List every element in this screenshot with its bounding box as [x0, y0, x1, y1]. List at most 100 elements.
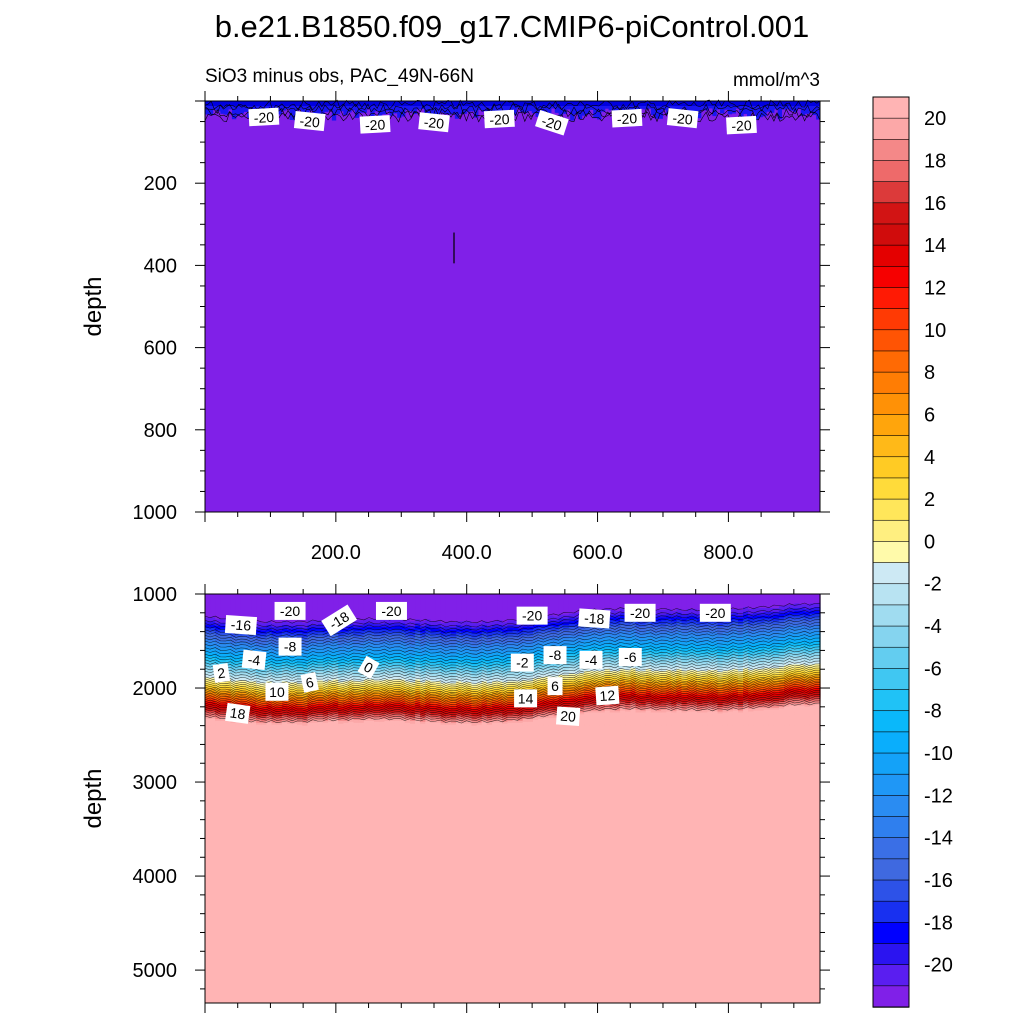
colorbar-tick-label: -10 [924, 743, 953, 765]
y-tick-label: 4000 [133, 866, 178, 888]
x-tick-label: 400.0 [442, 542, 492, 564]
colorbar-bin [873, 922, 909, 944]
contour-label: -20 [517, 607, 548, 625]
colorbar-tick-label: -2 [924, 574, 942, 596]
colorbar-tick-label: -12 [924, 785, 953, 807]
contour-label: -8 [279, 638, 302, 656]
y-tick-label: 1000 [133, 584, 178, 606]
colorbar-bin [873, 414, 909, 436]
colorbar-bin [873, 817, 909, 839]
colorbar-bin [873, 711, 909, 733]
contour-label: -20 [360, 115, 391, 134]
contour-label: -4 [242, 650, 267, 670]
contour-label: 18 [225, 703, 250, 724]
colorbar-bin [873, 203, 909, 225]
contour-label: -18 [578, 608, 610, 628]
colorbar-bin [873, 584, 909, 606]
contour-label: 6 [548, 677, 563, 695]
lower-panel: -20-18-20-20-18-20-20-16-8-42610180-2-8-… [80, 584, 830, 1013]
contour-label: -20 [275, 602, 306, 620]
units-label: mmol/m^3 [733, 70, 820, 91]
y-tick-label: 400 [144, 255, 177, 277]
colorbar-tick-label: -14 [924, 828, 953, 850]
colorbar: 20181614121086420-2-4-6-8-10-12-14-16-18… [873, 97, 953, 1007]
colorbar-bin [873, 732, 909, 754]
x-tick-label: 600.0 [573, 542, 623, 564]
contour-label: -16 [225, 615, 257, 635]
contour-label: -20 [612, 109, 643, 128]
colorbar-bin [873, 351, 909, 373]
x-tick-label: 800.0 [703, 542, 753, 564]
contour-label: -6 [619, 648, 642, 666]
colorbar-bin [873, 160, 909, 182]
colorbar-bin [873, 965, 909, 987]
colorbar-bin [873, 118, 909, 140]
contour-label: -20 [248, 108, 279, 127]
colorbar-bin [873, 668, 909, 690]
svg-text:-20: -20 [423, 114, 445, 132]
y-tick-label: 800 [144, 420, 177, 442]
colorbar-tick-label: -18 [924, 912, 953, 934]
colorbar-bin [873, 880, 909, 902]
svg-text:-20: -20 [253, 109, 274, 126]
colorbar-tick-label: 16 [924, 193, 946, 215]
colorbar-bin [873, 986, 909, 1008]
colorbar-bin [873, 372, 909, 394]
colorbar-bin [873, 478, 909, 500]
colorbar-bin [873, 605, 909, 627]
svg-text:-20: -20 [672, 110, 694, 128]
contour-label: 12 [595, 686, 619, 706]
colorbar-bin [873, 795, 909, 817]
contour-label: -20 [700, 604, 731, 622]
y-tick-label: 200 [144, 173, 177, 195]
contour-label: -20 [484, 110, 515, 129]
colorbar-bin [873, 944, 909, 966]
contour-label: -20 [667, 108, 699, 128]
colorbar-tick-label: 2 [924, 489, 935, 511]
colorbar-bin [873, 224, 909, 246]
lower-y-axis-label: depth [80, 768, 107, 828]
colorbar-tick-label: -8 [924, 701, 942, 723]
colorbar-bin [873, 393, 909, 415]
y-tick-label: 1000 [133, 502, 178, 524]
contour-label: -20 [376, 602, 407, 620]
figure-title: b.e21.B1850.f09_g17.CMIP6-piControl.001 [215, 9, 810, 44]
contour-label: 14 [514, 689, 537, 707]
colorbar-tick-label: 4 [924, 447, 935, 469]
contour-label: -4 [580, 651, 603, 669]
contour-label: -8 [544, 646, 567, 664]
colorbar-bin [873, 626, 909, 648]
colorbar-bin [873, 266, 909, 288]
colorbar-tick-label: 20 [924, 108, 946, 130]
colorbar-bin [873, 563, 909, 585]
colorbar-tick-label: -20 [924, 955, 953, 977]
contour-label: -20 [726, 116, 757, 135]
colorbar-bin [873, 436, 909, 458]
upper-field [205, 101, 820, 512]
colorbar-bin [873, 499, 909, 521]
colorbar-bin [873, 457, 909, 479]
y-tick-label: 3000 [133, 772, 178, 794]
contour-label: 20 [556, 706, 580, 726]
colorbar-bin [873, 753, 909, 775]
y-tick-label: 600 [144, 338, 177, 360]
colorbar-bin [873, 139, 909, 161]
svg-text:-20: -20 [489, 111, 510, 128]
colorbar-bin [873, 541, 909, 563]
colorbar-bin [873, 520, 909, 542]
svg-text:-20: -20 [365, 116, 386, 133]
colorbar-tick-label: 12 [924, 277, 946, 299]
colorbar-bin [873, 774, 909, 796]
colorbar-tick-label: 0 [924, 531, 935, 553]
colorbar-bin [873, 647, 909, 669]
colorbar-bin [873, 182, 909, 204]
colorbar-tick-label: -16 [924, 870, 953, 892]
colorbar-bin [873, 309, 909, 331]
colorbar-bin [873, 97, 909, 119]
panel-subtitle: SiO3 minus obs, PAC_49N-66N [205, 66, 474, 87]
svg-text:-20: -20 [731, 117, 752, 134]
colorbar-tick-label: 10 [924, 320, 946, 342]
y-tick-label: 2000 [133, 678, 178, 700]
